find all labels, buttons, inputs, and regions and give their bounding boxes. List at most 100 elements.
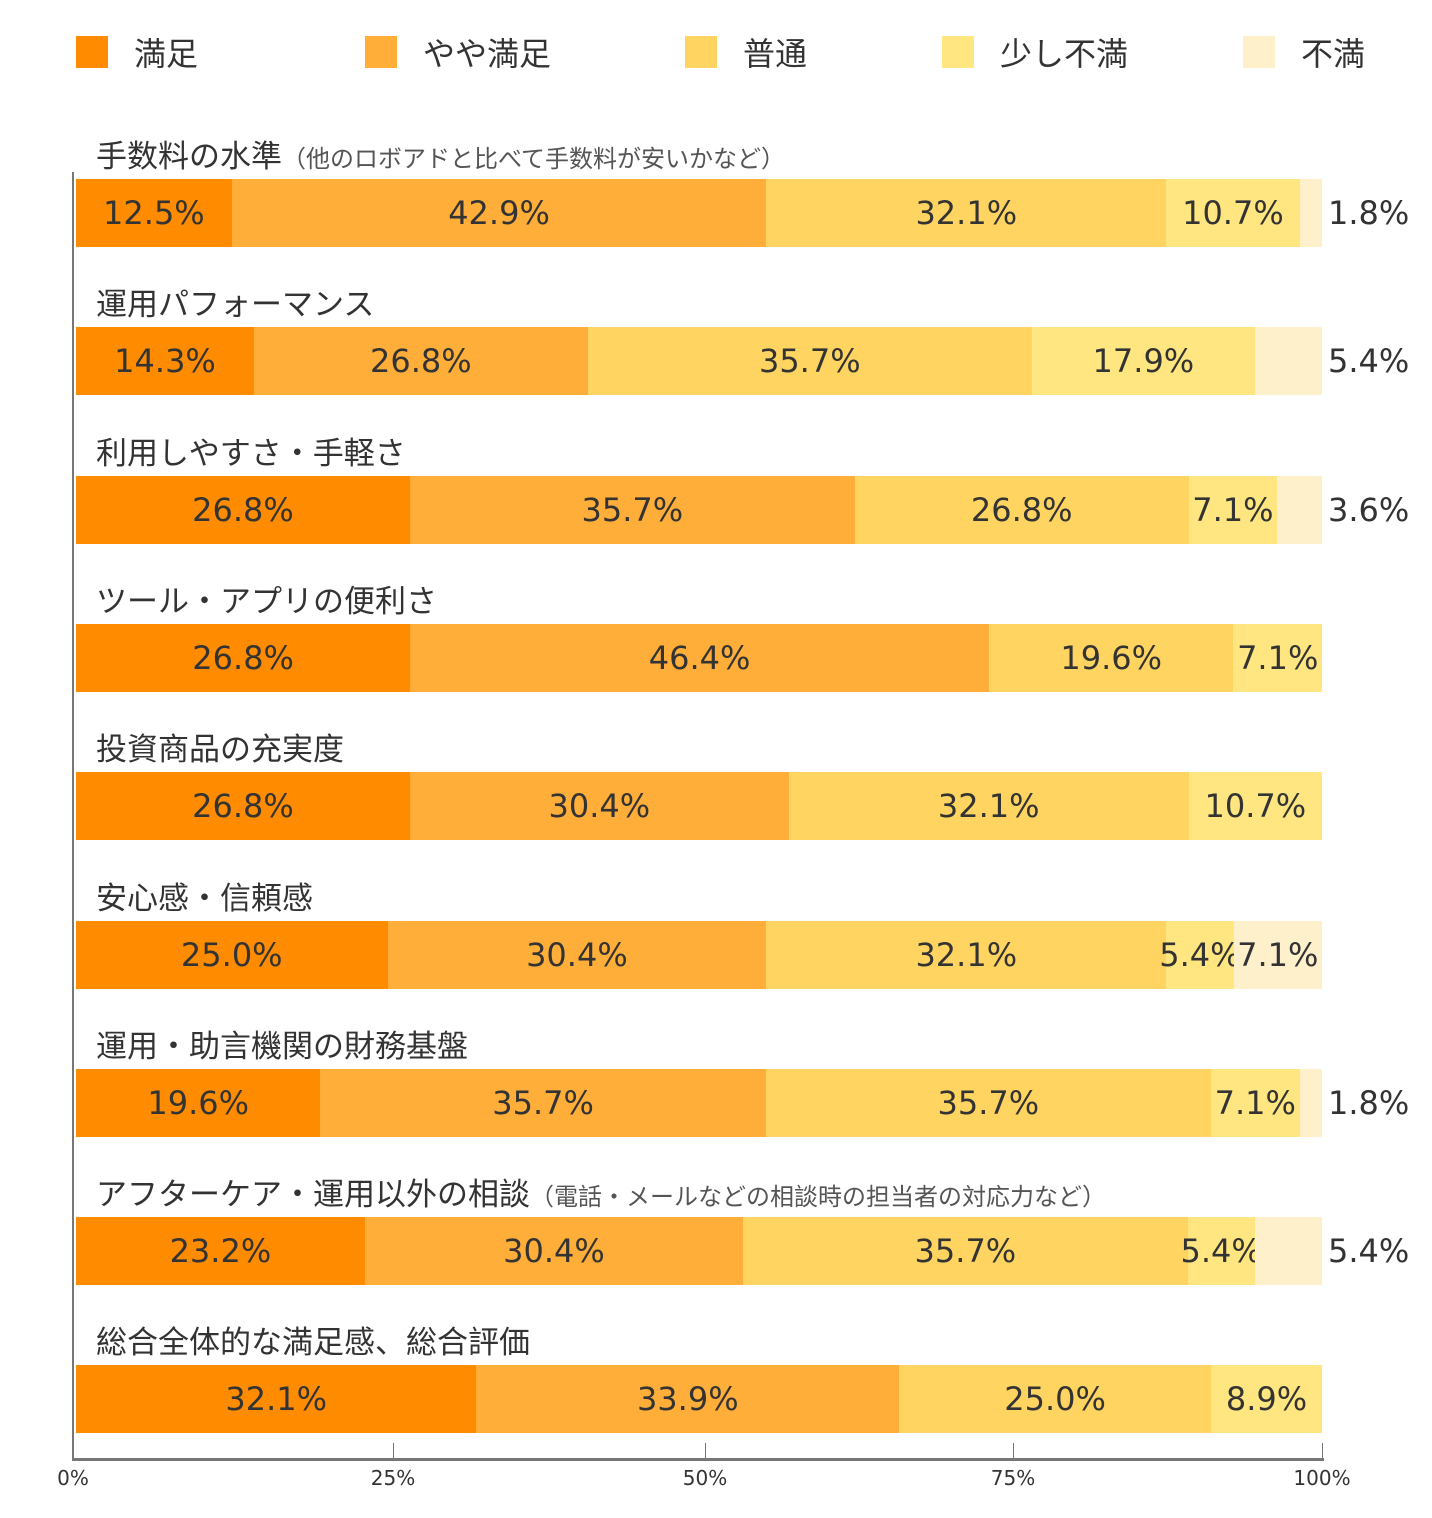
bar-segment [1166,920,1234,989]
category-name: 運用パフォーマンス [96,287,375,324]
x-tick-label: 50% [682,1466,728,1490]
category-label: 利用しやすさ・手軽さ [96,428,406,473]
value-label: 10.7% [1182,194,1284,232]
bar-segment [1299,179,1322,247]
bar-segment [1254,1217,1322,1286]
bar-segment [1188,475,1278,544]
value-label: 35.7% [492,1083,594,1122]
bar-segment [76,1217,365,1286]
value-label: 8.9% [1225,1380,1308,1419]
category-name: 安心感・信頼感 [96,880,313,917]
category-name: 総合全体的な満足感、総合評価 [96,1325,530,1362]
bar-segment [587,327,1032,396]
category-label: 安心感・信頼感 [96,873,313,918]
value-label: 32.1% [937,787,1040,826]
category-name: ツール・アプリの便利さ [96,583,437,620]
value-label: 26.8% [970,490,1073,529]
x-tick-label: 100% [1293,1466,1351,1490]
bar-segment [1254,327,1322,396]
bar-segment [76,327,254,396]
bar-segment [988,623,1234,692]
bar-segment [1210,1068,1300,1137]
bar-segment [1187,1217,1255,1286]
value-label: 7.1% [1237,935,1319,974]
bar-segment [76,623,411,692]
category-label: 総合全体的な満足感、総合評価 [96,1317,530,1362]
bar-segment [76,1068,321,1137]
value-label: 10.7% [1204,787,1307,826]
value-label: 12.5% [103,194,205,232]
legend-item: 不満 [1243,30,1365,74]
category-label: ツール・アプリの便利さ [96,576,437,621]
value-label: 23.2% [169,1232,272,1271]
value-label: 25.0% [1004,1380,1106,1419]
value-label: 1.8% [1328,1083,1410,1122]
legend-label: 満足 [134,35,199,73]
value-label: 5.4% [1180,1232,1262,1271]
legend-label: 普通 [743,35,808,73]
bar-segment [76,475,410,544]
x-tick [393,1443,394,1459]
legend-swatch [942,36,974,68]
legend-item: やや満足 [365,30,551,74]
bar-segment [1031,327,1255,396]
value-label: 46.4% [648,638,751,677]
x-tick-label: 75% [990,1466,1036,1490]
legend-label: 少し不満 [1000,35,1129,73]
value-label: 26.8% [192,638,294,677]
value-label: 35.7% [937,1083,1040,1122]
value-label: 5.4% [1328,342,1410,381]
value-label: 7.1% [1214,1083,1296,1122]
value-label: 19.6% [147,1083,250,1122]
bar-segment [1188,772,1322,841]
bar-segment [409,475,855,544]
bar-segment [410,623,989,692]
value-label: 32.1% [225,1380,327,1419]
value-label: 26.8% [192,787,294,826]
category-label: 運用・助言機関の財務基盤 [96,1021,468,1066]
bar-segment [387,920,767,989]
value-label: 32.1% [915,935,1018,974]
x-tick [1322,1443,1323,1459]
value-label: 30.4% [503,1232,605,1271]
bar-segment [476,1365,900,1434]
category-name: 運用・助言機関の財務基盤 [96,1028,468,1065]
x-tick-label: 25% [370,1466,416,1490]
category-name: 投資商品の充実度 [96,732,344,769]
bar-segment [364,1217,744,1286]
category-name: アフターケア・運用以外の相談 [96,1177,530,1214]
value-label: 33.9% [636,1380,739,1419]
category-note: （他のロボアドと比べて手数料が安いかなど） [282,145,786,173]
bar-segment [788,772,1189,841]
value-label: 5.4% [1159,935,1241,974]
value-label: 30.4% [526,935,628,974]
value-label: 42.9% [448,194,550,232]
bar-segment [231,179,767,247]
value-label: 14.3% [114,342,216,381]
value-label: 35.7% [758,342,861,381]
x-tick [1013,1443,1014,1459]
legend-swatch [76,36,108,68]
category-note: （電話・メールなどの相談時の担当者の対応力など） [530,1183,1106,1212]
bar-segment [320,1068,766,1137]
bar-segment [1210,1365,1322,1434]
bar-segment [1233,920,1322,989]
category-label: アフターケア・運用以外の相談（電話・メールなどの相談時の担当者の対応力など） [96,1169,1106,1214]
bar-segment [254,327,588,396]
category-label: 運用パフォーマンス [96,279,374,324]
bar-segment [76,179,232,247]
value-label: 7.1% [1192,490,1274,529]
x-axis-line [72,1458,1324,1461]
legend-swatch [365,36,397,68]
bar-segment [1166,179,1300,247]
bar-segment [76,1365,477,1434]
bar-segment [1299,1068,1322,1137]
x-tick [705,1443,706,1459]
bar-segment [854,475,1189,544]
x-tick-label: 0% [57,1466,89,1490]
category-name: 手数料の水準 [96,139,282,175]
value-label: 17.9% [1092,342,1195,381]
value-label: 32.1% [915,194,1018,232]
legend-item: 普通 [685,30,807,74]
legend-label: 不満 [1301,35,1366,73]
